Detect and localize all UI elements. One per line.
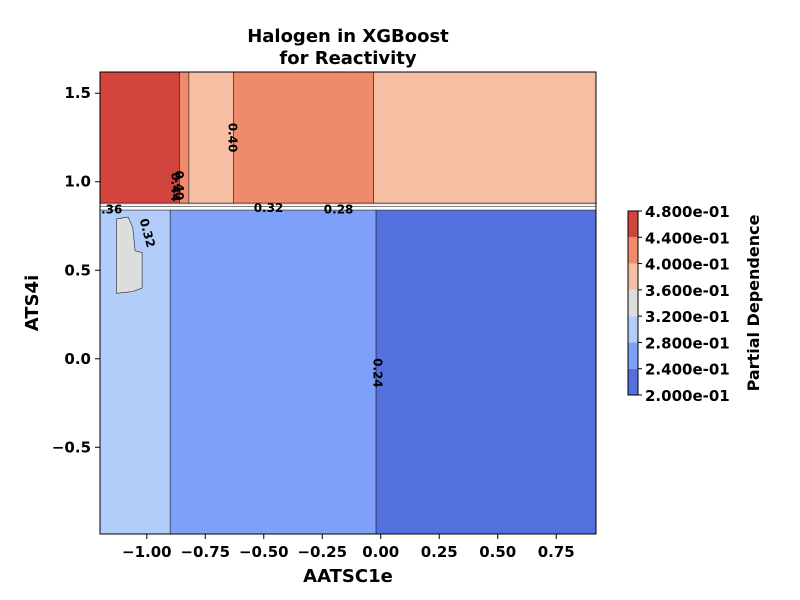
chart-title-line-2: for Reactivity (279, 48, 417, 69)
colorbar-tick-label: 2.000e-01 (645, 387, 730, 405)
colorbar-label: Partial Dependence (744, 214, 763, 391)
colorbar-tick-label: 4.400e-01 (645, 229, 730, 247)
y-tick-label: 0.5 (64, 261, 91, 279)
colorbar-tick-label: 4.000e-01 (645, 256, 730, 274)
chart-title-line-1: Halogen in XGBoost (247, 26, 449, 47)
contour-region (99, 71, 180, 204)
colorbar-band (628, 237, 638, 264)
x-tick-label: 0.00 (362, 543, 399, 561)
colorbar-tick-label: 2.800e-01 (645, 334, 730, 352)
y-tick-label: 1.0 (64, 173, 91, 191)
contour-regions (99, 71, 597, 535)
colorbar-band (628, 368, 638, 395)
colorbar-band (628, 263, 638, 290)
x-axis-label: AATSC1e (303, 566, 393, 587)
x-tick-label: 0.25 (421, 543, 458, 561)
y-axis-label: ATS4i (22, 275, 43, 331)
contour-label: 0.44 (168, 172, 182, 202)
colorbar-frame (627, 210, 639, 396)
contour-label: 0.40 (226, 123, 240, 153)
contour-label: 0.40 (172, 170, 186, 200)
contour-label: 0.24 (371, 358, 385, 388)
plot-frame (99, 71, 597, 535)
x-tick-label: −0.25 (297, 543, 347, 561)
colorbar-tick-label: 4.800e-01 (645, 203, 730, 221)
x-tick-label: −0.75 (180, 543, 230, 561)
y-tick-label: 1.5 (64, 84, 91, 102)
x-tick-label: 0.75 (538, 543, 575, 561)
colorbar-band (628, 342, 638, 369)
x-tick-label: −0.50 (239, 543, 289, 561)
contour-label: 0.32 (254, 201, 284, 215)
contour-region (375, 209, 597, 535)
colorbar-band (628, 211, 638, 238)
contour-region (116, 216, 143, 294)
contour-region (373, 71, 597, 204)
colorbar-band (628, 316, 638, 343)
colorbar-tick-label: 3.200e-01 (645, 308, 730, 326)
x-tick-label: 0.50 (479, 543, 516, 561)
y-axis-ticks: −0.5 0.0 0.5 1.0 1.5 (52, 84, 100, 456)
colorbar-tick-label: 3.600e-01 (645, 282, 730, 300)
y-tick-label: 0.0 (64, 350, 91, 368)
colorbar-tick-label: 2.400e-01 (645, 361, 730, 379)
contour-label: 0.28 (324, 203, 354, 217)
contour-region (169, 209, 377, 535)
x-tick-label: −1.00 (122, 543, 172, 561)
contour-label: .36 (101, 203, 122, 217)
y-tick-label: −0.5 (52, 438, 91, 456)
contour-region (233, 71, 375, 204)
contour-labels: 0.400.400.440.32.36 0.32 0.280.24 (101, 123, 385, 388)
contour-lines (100, 203, 596, 207)
x-axis-ticks: −1.00 −0.75 −0.50 −0.25 0.00 0.25 0.50 0.75 (122, 534, 575, 561)
colorbar: 2.000e-01 2.400e-01 2.800e-01 3.200e-01 3.60… (627, 203, 730, 405)
colorbar-band (628, 289, 638, 317)
